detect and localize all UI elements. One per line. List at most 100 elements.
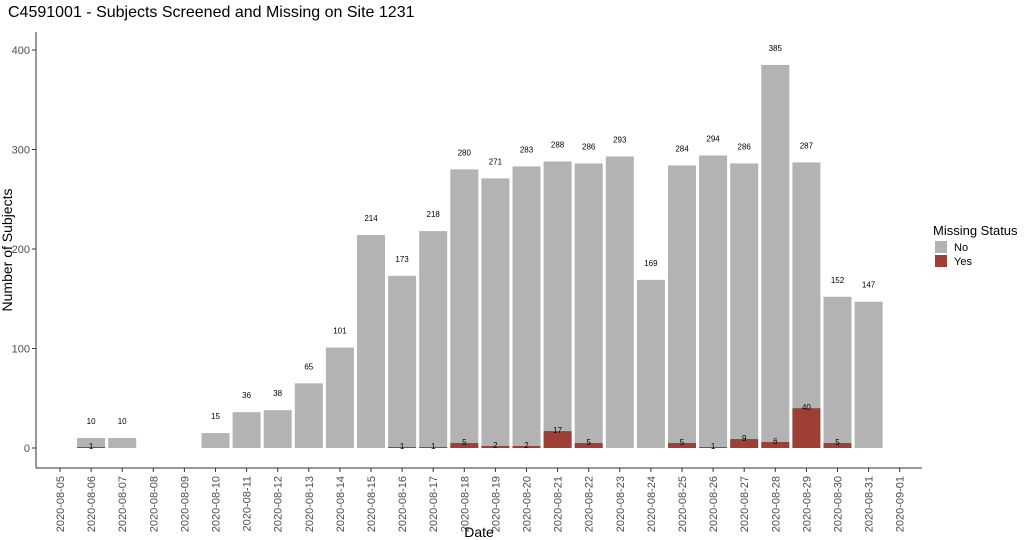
x-tick-label: 2020-08-18 [459, 476, 471, 532]
x-tick-label: 2020-08-13 [304, 476, 316, 532]
data-label-yes-2020-08-28: 6 [773, 437, 778, 446]
data-label-no-2020-08-24: 169 [644, 259, 658, 268]
data-label-no-2020-08-18: 280 [458, 148, 472, 157]
data-label-yes-2020-08-26: 1 [711, 442, 716, 451]
data-label-yes-2020-08-27: 9 [742, 434, 747, 443]
data-label-no-2020-08-27: 286 [738, 142, 752, 151]
data-label-yes-2020-08-25: 5 [680, 438, 685, 447]
data-label-yes-2020-08-20: 2 [524, 441, 529, 450]
data-label-yes-2020-08-16: 1 [400, 442, 405, 451]
y-tick-label: 300 [12, 145, 30, 157]
bar-no-2020-08-22 [574, 163, 603, 448]
data-label-no-2020-08-12: 38 [273, 389, 282, 398]
bar-no-2020-08-17 [419, 231, 448, 448]
x-tick-label: 2020-08-22 [584, 476, 596, 532]
bar-no-2020-08-19 [481, 178, 510, 449]
x-tick-label: 2020-09-01 [895, 476, 907, 532]
bar-no-2020-08-06 [77, 438, 106, 448]
bar-yes-2020-08-30 [823, 443, 852, 448]
data-label-no-2020-08-16: 173 [395, 255, 409, 264]
bar-no-2020-08-13 [294, 383, 323, 448]
x-tick-label: 2020-08-07 [117, 476, 129, 532]
legend-swatch-no [935, 241, 947, 253]
x-tick-label: 2020-08-11 [242, 476, 254, 531]
x-tick-label: 2020-08-20 [522, 476, 534, 532]
bar-no-2020-08-16 [388, 275, 417, 448]
bar-no-2020-08-11 [232, 412, 261, 448]
bar-no-2020-08-15 [357, 235, 385, 448]
x-tick-label: 2020-08-17 [428, 476, 440, 532]
data-label-yes-2020-08-18: 5 [462, 438, 467, 447]
y-tick-label: 400 [12, 45, 30, 57]
x-tick-label: 2020-08-24 [646, 476, 658, 532]
x-tick-label: 2020-08-27 [739, 476, 751, 532]
legend-title: Missing Status [933, 223, 1018, 238]
data-label-yes-2020-08-19: 2 [493, 441, 498, 450]
x-tick-label: 2020-08-19 [490, 476, 502, 532]
bar-yes-2020-08-28 [761, 442, 790, 448]
data-label-no-2020-08-30: 152 [831, 276, 845, 285]
x-tick-label: 2020-08-21 [553, 476, 565, 532]
data-label-yes-2020-08-06: 1 [89, 442, 94, 451]
x-axis-ticks: 2020-08-05 2020-08-06 2020-08-07 2020-08-08… [55, 468, 907, 532]
x-tick-label: 2020-08-12 [273, 476, 285, 532]
data-label-no-2020-08-22: 286 [582, 142, 596, 151]
data-label-no-2020-08-10: 15 [211, 412, 220, 421]
data-label-no-2020-08-11: 36 [242, 391, 251, 400]
x-tick-label: 2020-08-09 [179, 476, 191, 532]
data-label-no-2020-08-07: 10 [118, 417, 127, 426]
data-label-no-2020-08-13: 65 [304, 362, 313, 371]
bar-yes-2020-08-18 [450, 443, 479, 448]
legend-swatch-yes [935, 255, 947, 267]
data-label-no-2020-08-26: 294 [706, 134, 720, 143]
y-axis-title: Number of Subjects [0, 189, 15, 312]
bar-no-2020-08-20 [512, 166, 541, 449]
bar-no-2020-08-31 [854, 301, 883, 448]
data-label-no-2020-08-14: 101 [333, 327, 347, 336]
bar-yes-2020-08-20 [512, 446, 541, 448]
bar-no-2020-08-21 [543, 161, 572, 448]
bar-no-2020-08-18 [450, 169, 479, 448]
bar-no-2020-08-23 [605, 156, 634, 448]
legend: Missing Status No Yes [933, 223, 1018, 268]
bar-yes-2020-08-16 [388, 447, 417, 448]
y-axis-ticks: 0 100 200 300 400 [12, 45, 36, 455]
y-tick-label: 0 [24, 443, 30, 455]
data-label-no-2020-08-15: 214 [364, 214, 378, 223]
x-tick-label: 2020-08-23 [615, 476, 627, 532]
data-label-yes-2020-08-17: 1 [431, 442, 436, 451]
x-tick-label: 2020-08-15 [366, 476, 378, 532]
x-tick-label: 2020-08-08 [148, 476, 160, 532]
bar-no-2020-08-28 [761, 64, 790, 449]
bar-no-2020-08-12 [263, 410, 292, 448]
y-tick-label: 100 [12, 344, 30, 356]
bar-no-2020-08-26 [699, 155, 728, 448]
chart-title: C4591001 - Subjects Screened and Missing… [8, 4, 415, 21]
data-label-yes-2020-08-21: 17 [553, 426, 562, 435]
bar-no-2020-08-07 [108, 438, 137, 448]
data-label-no-2020-08-17: 218 [427, 210, 441, 219]
data-label-no-2020-08-23: 293 [613, 135, 627, 144]
bar-no-2020-08-24 [636, 279, 665, 448]
x-tick-label: 2020-08-31 [864, 476, 876, 532]
bar-no-2020-08-10 [201, 433, 230, 448]
legend-label-no: No [954, 242, 968, 254]
bar-yes-2020-08-25 [668, 443, 696, 448]
bar-no-2020-08-14 [325, 347, 354, 448]
data-label-yes-2020-08-22: 5 [586, 438, 591, 447]
legend-label-yes: Yes [954, 256, 972, 268]
data-label-no-2020-08-20: 283 [520, 145, 534, 154]
bar-no-2020-08-27 [730, 163, 759, 448]
data-label-yes-2020-08-29: 40 [802, 403, 811, 412]
bar-yes-2020-08-21 [543, 431, 572, 448]
y-tick-label: 200 [12, 244, 30, 256]
x-tick-label: 2020-08-26 [708, 476, 720, 532]
bar-yes-2020-08-17 [419, 447, 448, 448]
bar-yes-2020-08-06 [77, 447, 106, 448]
bar-yes-2020-08-26 [699, 447, 728, 448]
x-tick-label: 2020-08-10 [211, 476, 223, 532]
bar-yes-2020-08-22 [574, 443, 603, 448]
bar-no-2020-08-29 [792, 162, 821, 448]
